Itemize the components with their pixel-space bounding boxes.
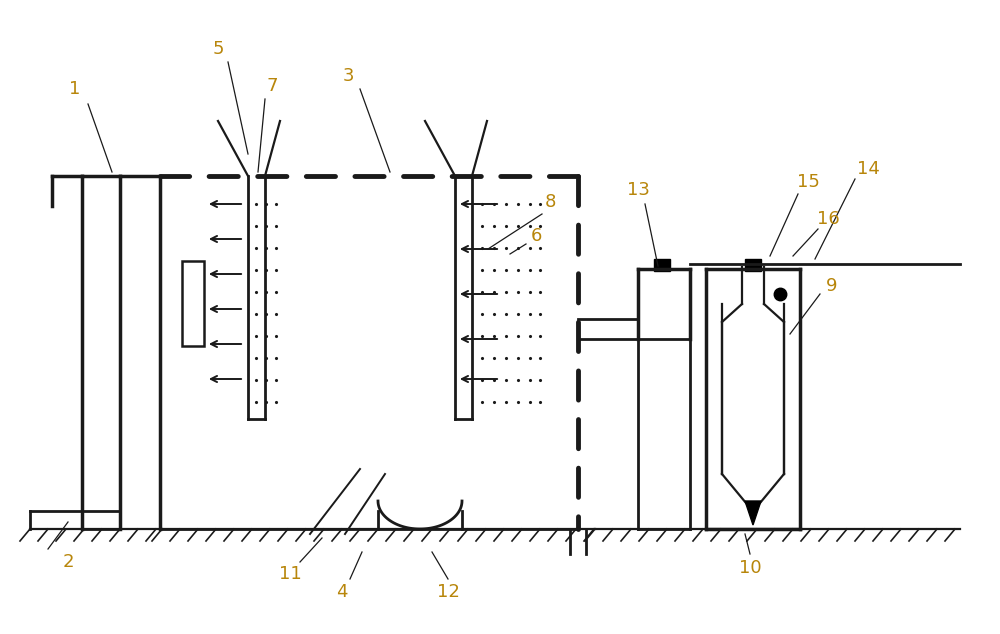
Text: 11: 11 (279, 565, 301, 583)
Text: 10: 10 (739, 559, 761, 577)
Text: 5: 5 (212, 40, 224, 58)
Text: 14: 14 (857, 160, 879, 178)
Text: 12: 12 (437, 583, 459, 601)
Text: 3: 3 (342, 67, 354, 85)
Text: 2: 2 (62, 553, 74, 571)
Polygon shape (745, 501, 761, 525)
Text: 13: 13 (627, 181, 649, 199)
Text: 8: 8 (544, 193, 556, 211)
Text: 9: 9 (826, 277, 838, 295)
Bar (182, 261, 204, 346)
Bar (745, 259, 761, 271)
Text: 16: 16 (817, 210, 839, 228)
Text: 15: 15 (797, 173, 819, 191)
Text: 4: 4 (336, 583, 348, 601)
Bar (654, 259, 670, 271)
Text: 1: 1 (69, 80, 81, 98)
Text: 6: 6 (530, 227, 542, 245)
Text: 7: 7 (266, 77, 278, 95)
